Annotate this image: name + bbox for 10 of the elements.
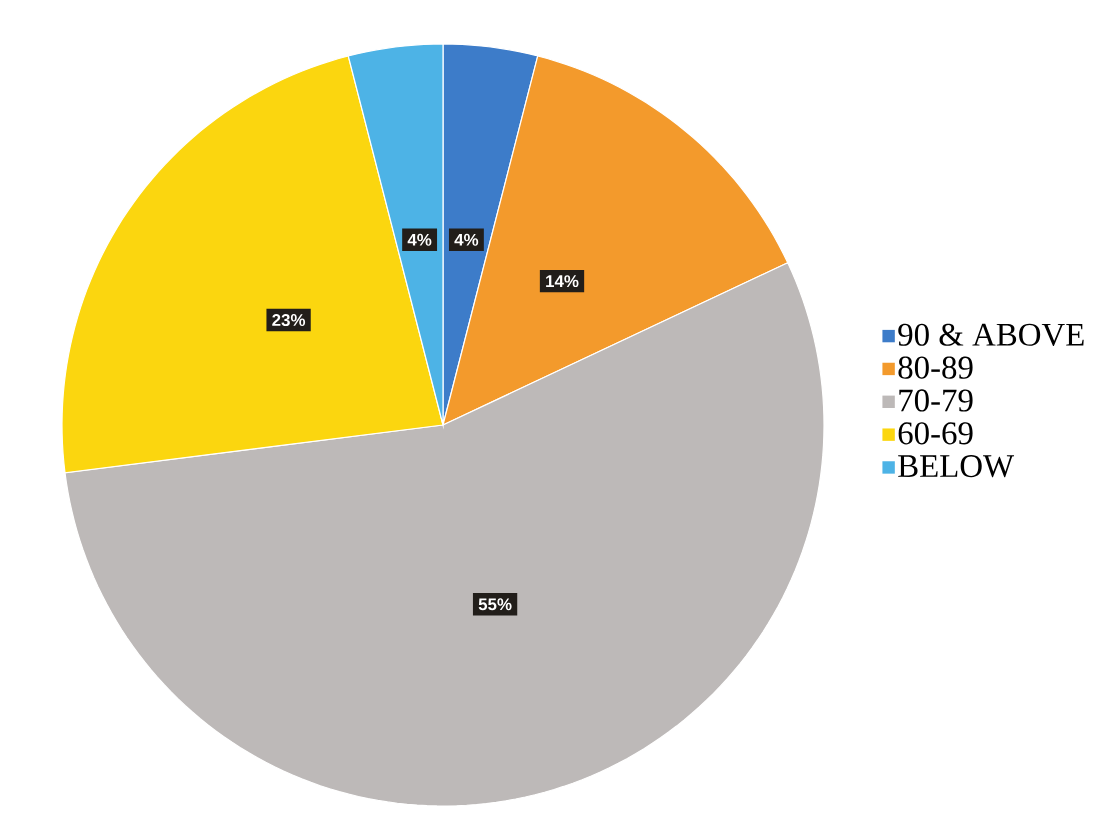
data-label: 23% [272,314,306,327]
data-label: 14% [546,275,579,288]
legend-label: 60-69 [898,422,973,445]
data-label: 55% [478,598,512,611]
legend-label: 80-89 [898,356,973,379]
legend-label: 90 & ABOVE [898,323,1084,347]
legend-label: BELOW [898,455,1015,478]
data-label: 4% [454,233,479,246]
legend-label: 70-79 [899,389,973,412]
data-label: 4% [407,233,432,246]
